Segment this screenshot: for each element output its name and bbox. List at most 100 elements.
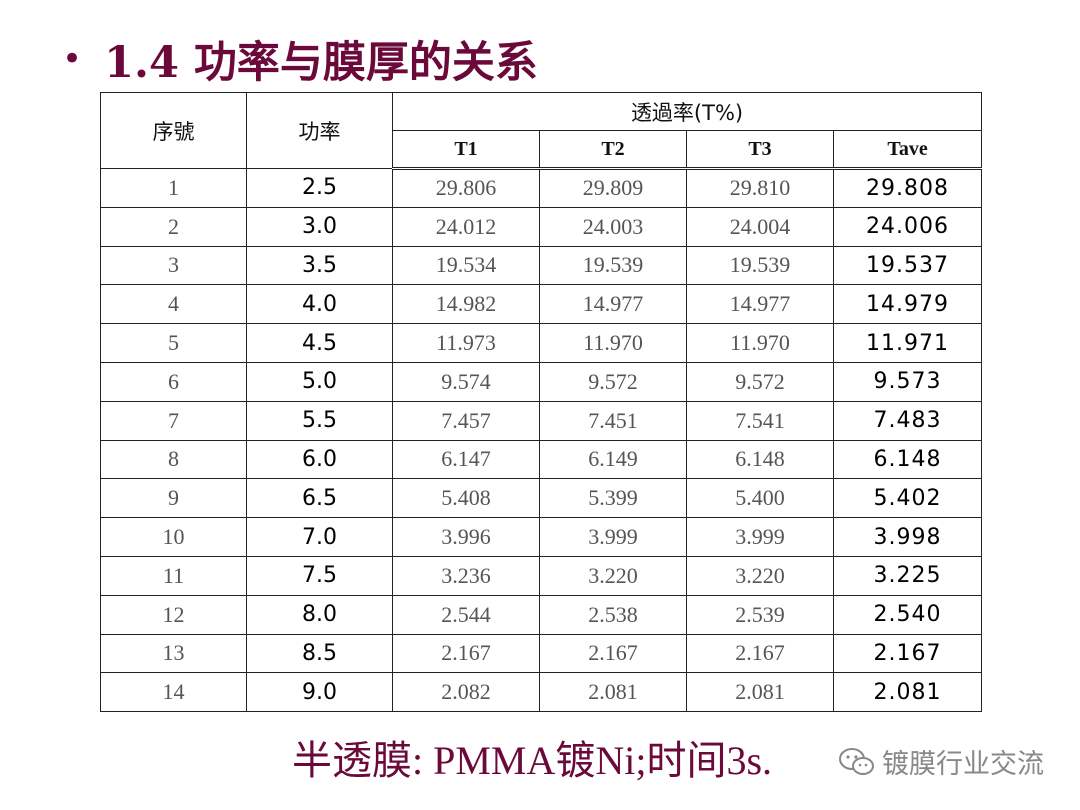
cell-tave: 2.540: [832, 594, 983, 635]
bullet: •: [62, 39, 83, 79]
cell-power: 5.5: [246, 400, 393, 441]
col-header-t2: T2: [539, 130, 687, 170]
cell-t3: 3.999: [686, 517, 834, 557]
cell-t3: 3.220: [686, 555, 834, 596]
cell-t2: 11.970: [539, 323, 687, 363]
cell-power: 8.5: [246, 633, 393, 674]
cell-index: 11: [100, 555, 247, 596]
cell-t1: 3.996: [392, 517, 540, 557]
cell-tave: 29.808: [832, 168, 983, 208]
cell-t1: 2.082: [392, 672, 540, 713]
cell-t2: 3.999: [539, 517, 687, 557]
cell-power: 8.0: [246, 594, 393, 635]
cell-index: 1: [100, 168, 247, 208]
cell-t1: 29.806: [392, 168, 540, 208]
cell-tave: 6.148: [832, 439, 983, 480]
table-row: 3 3.5 19.534 19.539 19.539 19.537: [100, 245, 983, 286]
cell-t1: 24.012: [392, 206, 540, 247]
cell-power: 6.5: [246, 478, 393, 519]
cell-t2: 2.167: [539, 633, 687, 674]
wechat-icon: [839, 747, 874, 775]
cell-t3: 14.977: [686, 284, 834, 325]
col-header-t1: T1: [392, 130, 540, 170]
cell-index: 3: [100, 245, 247, 286]
cell-power: 6.0: [246, 439, 393, 480]
table-row: 7 5.5 7.457 7.451 7.541 7.483: [100, 400, 983, 441]
table-row: 6 5.0 9.574 9.572 9.572 9.573: [100, 361, 983, 402]
cell-t2: 5.399: [539, 478, 687, 519]
cell-t3: 11.970: [686, 323, 834, 363]
cell-t1: 7.457: [392, 400, 540, 441]
cell-power: 9.0: [246, 672, 393, 713]
cell-tave: 2.081: [832, 672, 983, 713]
cell-t3: 19.539: [686, 245, 834, 286]
cell-index: 10: [100, 517, 247, 557]
data-table: 序號 功率 透過率(T%) T1 T2 T3 Tave 1 2.5 29.806 29…: [100, 92, 983, 713]
cell-tave: 3.998: [832, 517, 983, 557]
cell-t2: 6.149: [539, 439, 687, 480]
cell-tave: 5.402: [832, 478, 983, 519]
cell-index: 9: [100, 478, 247, 519]
table-row: 9 6.5 5.408 5.399 5.400 5.402: [100, 478, 983, 519]
cell-t1: 9.574: [392, 361, 540, 402]
cell-t3: 2.167: [686, 633, 834, 674]
cell-tave: 2.167: [832, 633, 983, 674]
col-header-tave: Tave: [832, 130, 983, 170]
cell-t3: 24.004: [686, 206, 834, 247]
table-row: 8 6.0 6.147 6.149 6.148 6.148: [100, 439, 983, 480]
cell-power: 5.0: [246, 361, 393, 402]
cell-power: 7.5: [246, 555, 393, 596]
cell-index: 8: [100, 439, 247, 480]
cell-t2: 7.451: [539, 400, 687, 441]
table-row: 13 8.5 2.167 2.167 2.167 2.167: [100, 633, 983, 674]
col-header-t3: T3: [686, 130, 834, 170]
table-row: 14 9.0 2.082 2.081 2.081 2.081: [100, 672, 983, 713]
footer-caption: 半透膜: PMMA镀Ni;时间3s.: [292, 738, 773, 783]
cell-tave: 3.225: [832, 555, 983, 596]
cell-t1: 2.167: [392, 633, 540, 674]
table-row: 2 3.0 24.012 24.003 24.004 24.006: [100, 206, 983, 247]
cell-t3: 2.539: [686, 594, 834, 635]
cell-power: 2.5: [246, 168, 393, 208]
table-row: 12 8.0 2.544 2.538 2.539 2.540: [100, 594, 983, 635]
cell-index: 5: [100, 323, 247, 363]
cell-index: 12: [100, 594, 247, 635]
title-row: • 1.4 功率与膜厚的关系: [62, 28, 538, 90]
col-header-power: 功率: [246, 92, 393, 169]
col-header-index: 序號: [100, 92, 247, 169]
cell-tave: 14.979: [832, 284, 983, 325]
cell-t2: 24.003: [539, 206, 687, 247]
cell-t2: 29.809: [539, 168, 687, 208]
cell-power: 7.0: [246, 517, 393, 557]
table-row: 10 7.0 3.996 3.999 3.999 3.998: [100, 517, 983, 557]
cell-t2: 19.539: [539, 245, 687, 286]
cell-power: 3.0: [246, 206, 393, 247]
cell-power: 3.5: [246, 245, 393, 286]
table-row: 5 4.5 11.973 11.970 11.970 11.971: [100, 323, 983, 363]
cell-tave: 9.573: [832, 361, 983, 402]
cell-tave: 7.483: [832, 400, 983, 441]
watermark: 镀膜行业交流: [838, 742, 1044, 781]
cell-tave: 19.537: [832, 245, 983, 286]
cell-index: 14: [100, 672, 247, 713]
cell-index: 13: [100, 633, 247, 674]
table-body: 1 2.5 29.806 29.809 29.810 29.808 2 3.0 24.012 24…: [100, 168, 983, 713]
cell-t1: 11.973: [392, 323, 540, 363]
watermark-text: 镀膜行业交流: [882, 749, 1044, 780]
col-header-transmittance: 透過率(T%): [391, 92, 983, 131]
cell-t2: 2.081: [539, 672, 687, 713]
cell-t1: 5.408: [392, 478, 540, 519]
cell-t2: 14.977: [539, 284, 687, 325]
cell-t1: 3.236: [392, 555, 540, 596]
table-row: 1 2.5 29.806 29.809 29.810 29.808: [100, 168, 983, 208]
cell-tave: 24.006: [832, 206, 983, 247]
cell-power: 4.5: [246, 323, 393, 363]
table-row: 11 7.5 3.236 3.220 3.220 3.225: [100, 555, 983, 596]
cell-t3: 9.572: [686, 361, 834, 402]
cell-t1: 2.544: [392, 594, 540, 635]
cell-t2: 9.572: [539, 361, 687, 402]
page-title: 1.4 功率与膜厚的关系: [104, 38, 538, 88]
cell-t1: 14.982: [392, 284, 540, 325]
cell-t2: 2.538: [539, 594, 687, 635]
cell-index: 7: [100, 400, 247, 441]
